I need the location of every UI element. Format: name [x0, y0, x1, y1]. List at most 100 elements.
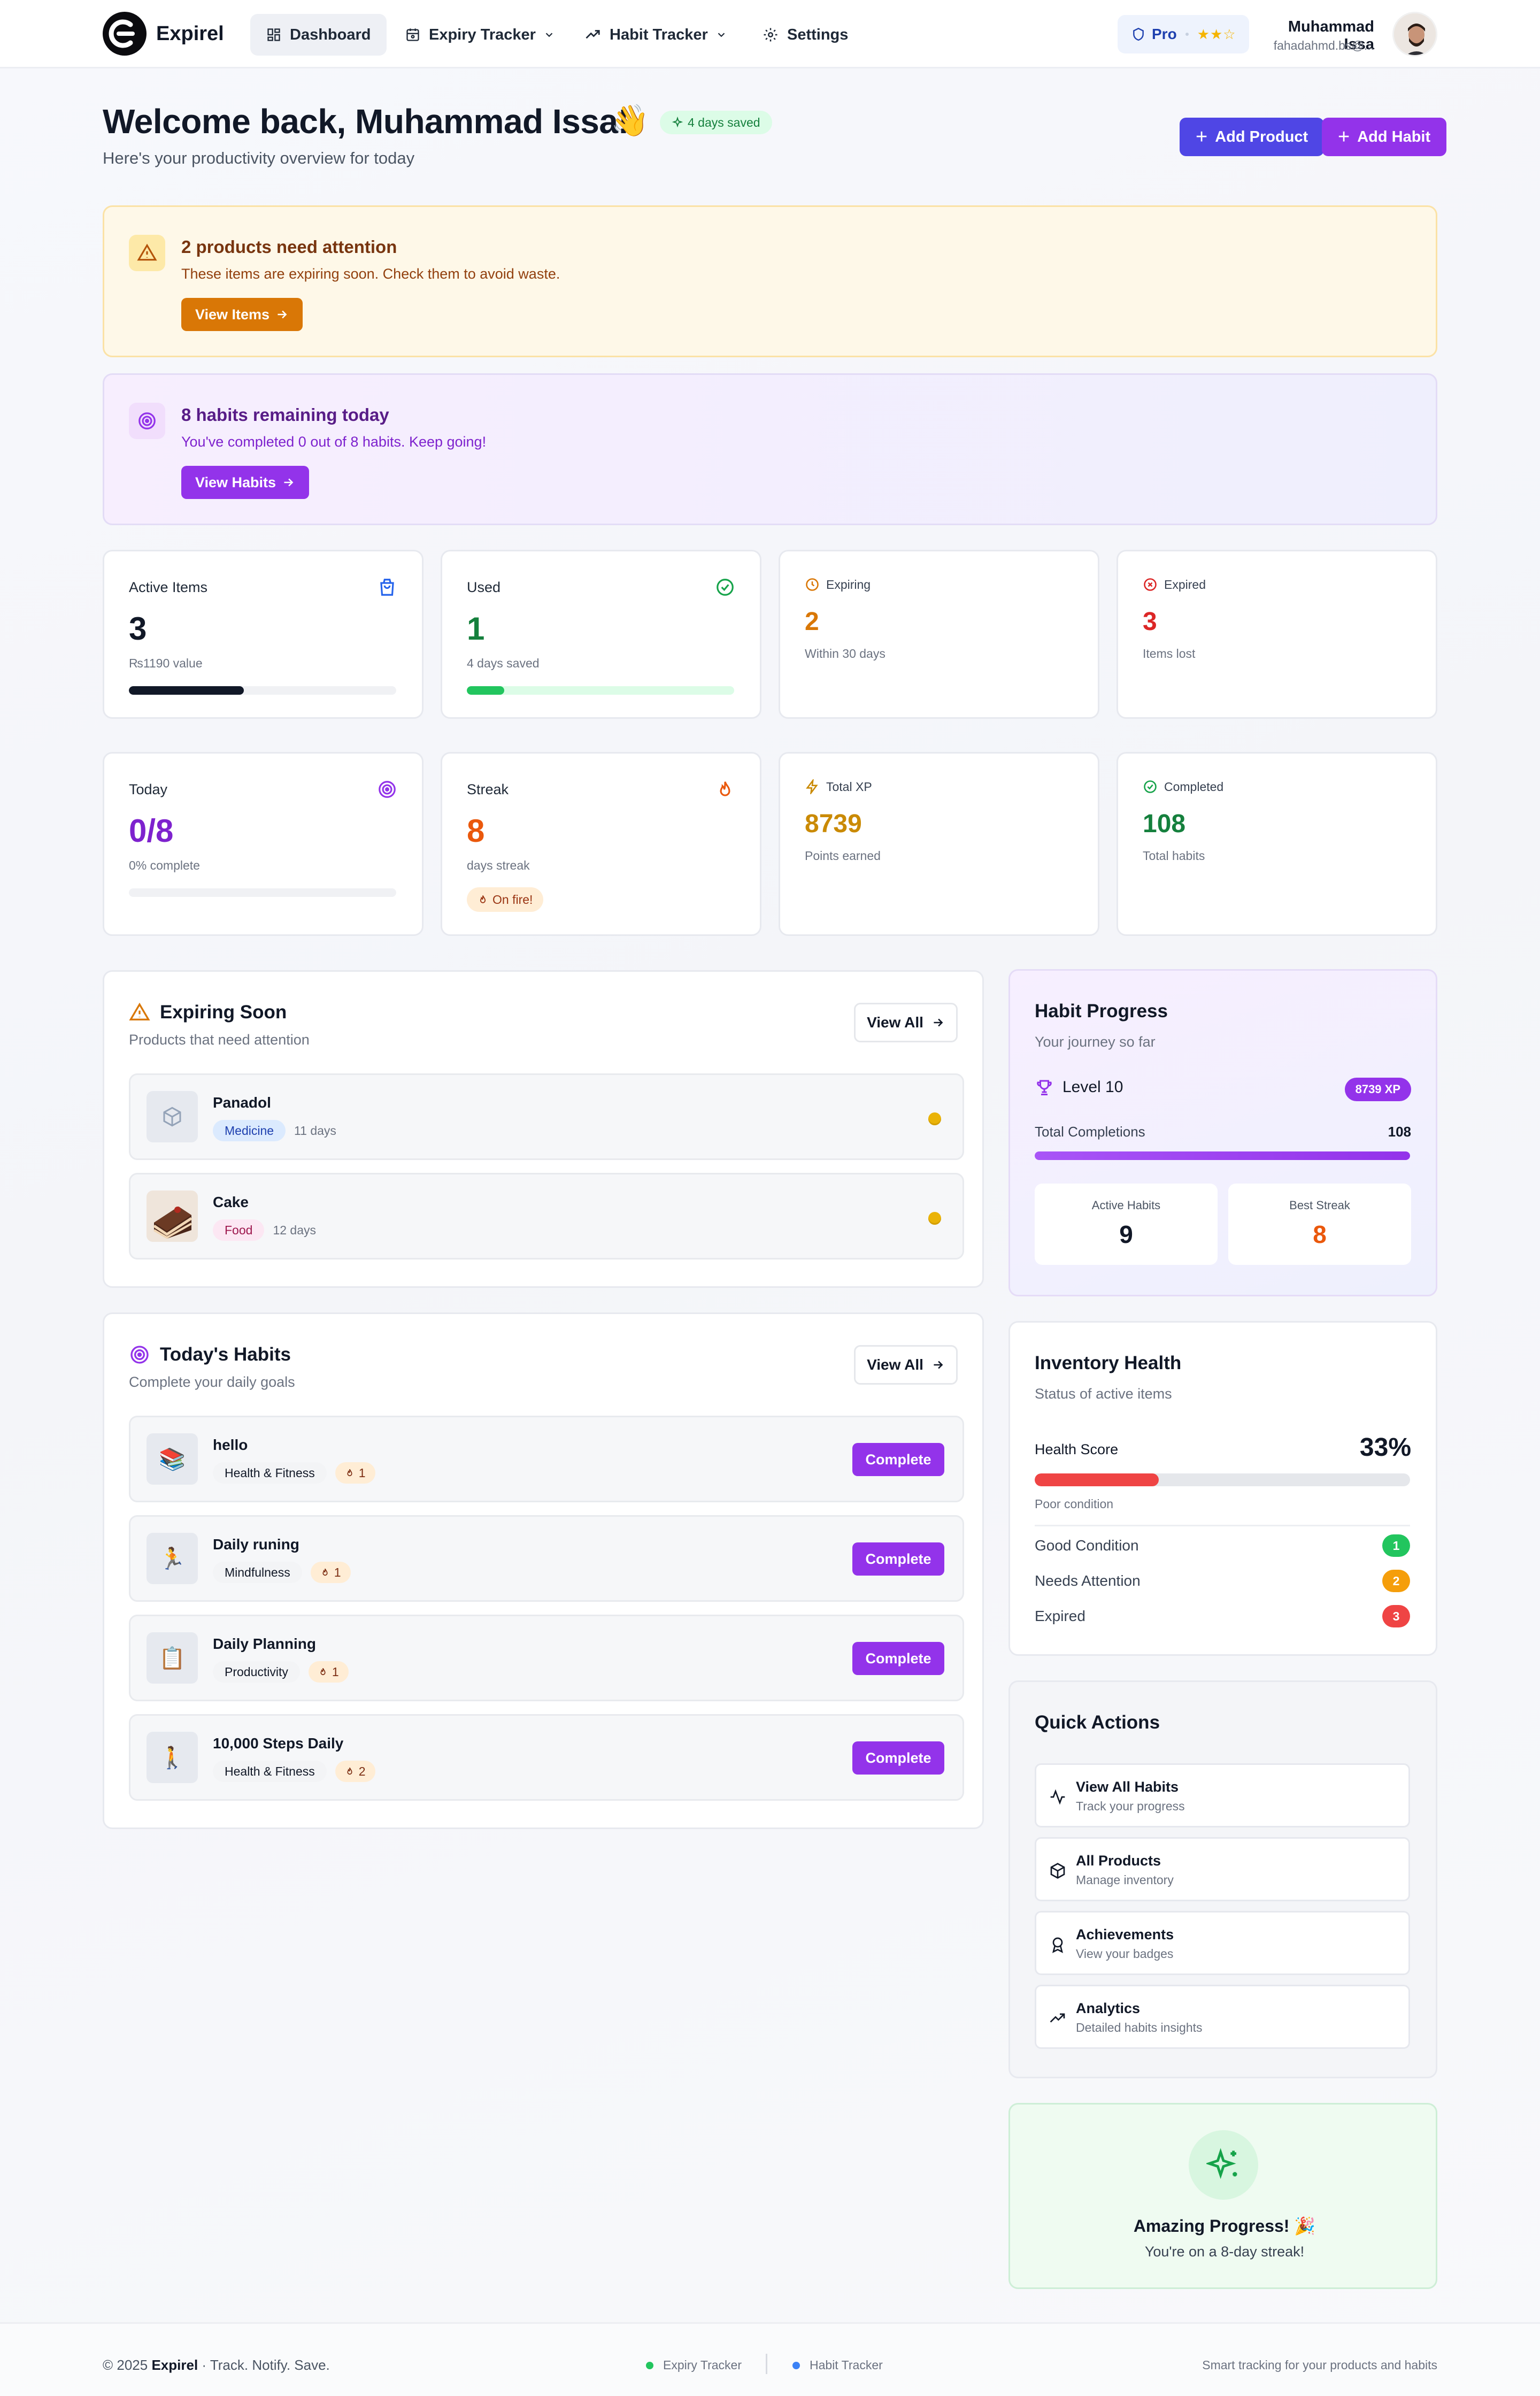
habit-row[interactable]: 📋 Daily Planning Productivity 1 Complete: [129, 1615, 964, 1701]
status-indicator: [928, 1212, 941, 1225]
habit-row[interactable]: 📚 hello Health & Fitness 1 Complete: [129, 1416, 964, 1502]
stat-sub: 0% complete: [129, 858, 200, 872]
nav-habit-tracker[interactable]: Habit Tracker: [569, 14, 743, 56]
footer-link-habit[interactable]: Habit Tracker: [792, 2358, 883, 2372]
nav-dashboard[interactable]: Dashboard: [250, 14, 387, 56]
stat-title: Completed: [1164, 779, 1224, 794]
alert-text: These items are expiring soon. Check the…: [181, 266, 560, 282]
footer-link-expiry[interactable]: Expiry Tracker: [646, 2358, 742, 2372]
stat-sub: days streak: [467, 858, 530, 872]
section-title: Expiring Soon: [160, 1002, 287, 1023]
check-circle-icon: [717, 579, 734, 596]
footer-link-label: Expiry Tracker: [663, 2358, 742, 2372]
list-item[interactable]: Panadol Medicine 11 days: [129, 1073, 964, 1160]
action-desc: Detailed habits insights: [1076, 2021, 1203, 2034]
complete-habit-button[interactable]: Complete: [852, 1741, 944, 1775]
section-header: Today's Habits: [129, 1344, 291, 1365]
footer-brand: Expirel: [151, 2357, 198, 2373]
progress-bar: [129, 888, 396, 897]
level-indicator: Level 10: [1035, 1078, 1123, 1097]
status-indicator: [928, 1112, 941, 1125]
quick-action-view-habits[interactable]: View All Habits Track your progress: [1035, 1763, 1410, 1827]
quick-actions-card: Quick Actions View All Habits Track your…: [1008, 1680, 1437, 2078]
stat-card-used[interactable]: Used 1 4 days saved: [441, 550, 761, 719]
stat-value: 8739: [805, 810, 862, 838]
stat-value: 3: [129, 611, 147, 647]
top-nav: Expirel Dashboard Expiry Tracker Habit T…: [0, 0, 1540, 68]
section-subtitle: Status of active items: [1035, 1386, 1172, 1402]
days-left: 12 days: [273, 1223, 316, 1237]
product-name: Panadol: [213, 1094, 271, 1111]
clock-icon: [806, 578, 819, 591]
amazing-text: You're on a 8-day streak!: [1144, 2244, 1305, 2260]
stat-sub: ₨1190 value: [129, 656, 203, 670]
habit-row[interactable]: 🚶 10,000 Steps Daily Health & Fitness 2 …: [129, 1714, 964, 1801]
stat-card-expiring[interactable]: Expiring 2 Within 30 days: [779, 550, 1099, 719]
health-row-good: Good Condition 1: [1035, 1534, 1410, 1557]
stat-card-completed[interactable]: Completed 108 Total habits: [1116, 752, 1437, 936]
list-item[interactable]: Cake Food 12 days: [129, 1173, 964, 1260]
product-name: Cake: [213, 1194, 249, 1210]
alert-title: 8 habits remaining today: [181, 405, 389, 425]
complete-habit-button[interactable]: Complete: [852, 1443, 944, 1476]
view-all-habits-button[interactable]: View All: [854, 1345, 958, 1385]
streak-badge: 1: [335, 1462, 375, 1484]
view-items-button[interactable]: View Items: [181, 298, 303, 331]
target-icon: [130, 1346, 149, 1364]
streak-count: 2: [358, 1764, 366, 1778]
nav-expiry-tracker[interactable]: Expiry Tracker: [389, 14, 571, 56]
section-title: Habit Progress: [1035, 1001, 1168, 1022]
stat-title: Active Items: [129, 579, 208, 595]
quick-action-all-products[interactable]: All Products Manage inventory: [1035, 1837, 1410, 1901]
chevron-down-icon: [718, 33, 725, 37]
stat-title: Expired: [1164, 577, 1206, 592]
view-habits-label: View Habits: [195, 474, 276, 490]
health-row-attention: Needs Attention 2: [1035, 1570, 1410, 1592]
habits-remaining-alert: 8 habits remaining today You've complete…: [103, 373, 1437, 525]
warning-icon: [129, 235, 165, 271]
add-habit-button[interactable]: + Add Habit: [1322, 118, 1447, 156]
nav-settings[interactable]: Settings: [746, 14, 864, 56]
quick-action-analytics[interactable]: Analytics Detailed habits insights: [1035, 1985, 1410, 2049]
pro-label: Pro: [1152, 26, 1177, 42]
stat-card-streak[interactable]: Streak 8 days streak On fire!: [441, 752, 761, 936]
view-habits-button[interactable]: View Habits: [181, 466, 310, 499]
stat-card-expired[interactable]: Expired 3 Items lost: [1116, 550, 1437, 719]
stat-title: Today: [129, 781, 168, 797]
user-name: Muhammad Issa: [1288, 18, 1374, 53]
trending-up-icon: [1050, 2013, 1065, 2023]
stat-card-active-items[interactable]: Active Items 3 ₨1190 value: [103, 550, 424, 719]
avatar[interactable]: [1392, 12, 1437, 57]
on-fire-badge: On fire!: [467, 887, 544, 912]
alert-text: You've completed 0 out of 8 habits. Keep…: [181, 434, 487, 450]
complete-habit-button[interactable]: Complete: [852, 1642, 944, 1675]
habit-meta: Productivity 1: [213, 1661, 349, 1683]
pro-badge[interactable]: Pro ★★☆: [1118, 15, 1249, 53]
habit-meta: Mindfulness 1: [213, 1562, 351, 1583]
quick-action-achievements[interactable]: Achievements View your badges: [1035, 1911, 1410, 1975]
best-streak-tile: Best Streak 8: [1228, 1184, 1411, 1265]
plus-icon: +: [1196, 125, 1208, 148]
stat-card-today[interactable]: Today 0/8 0% complete: [103, 752, 424, 936]
health-score-value: 33%: [1359, 1433, 1411, 1462]
streak-count: 1: [358, 1465, 366, 1480]
flame-icon: [322, 1568, 328, 1576]
section-subtitle: Your journey so far: [1035, 1034, 1156, 1050]
nav-dashboard-label: Dashboard: [290, 26, 371, 43]
flame-icon: [347, 1469, 352, 1477]
todays-habits-section: Today's Habits Complete your daily goals…: [103, 1312, 984, 1829]
add-product-label: Add Product: [1215, 128, 1308, 145]
days-saved-badge: 4 days saved: [660, 111, 772, 134]
row-label: Expired: [1035, 1608, 1085, 1624]
products-attention-alert: 2 products need attention These items ar…: [103, 205, 1437, 357]
habit-row[interactable]: 🏃 Daily runing Mindfulness 1 Complete: [129, 1515, 964, 1602]
target-icon: [379, 781, 396, 798]
brand-logo[interactable]: Expirel: [103, 12, 224, 56]
stat-card-total-xp[interactable]: Total XP 8739 Points earned: [779, 752, 1099, 936]
category-tag: Food: [213, 1219, 265, 1241]
streak-badge: 2: [335, 1761, 375, 1782]
add-product-button[interactable]: + Add Product: [1180, 118, 1325, 156]
count-badge: 3: [1382, 1605, 1410, 1627]
view-all-products-button[interactable]: View All: [854, 1003, 958, 1042]
complete-habit-button[interactable]: Complete: [852, 1542, 944, 1576]
